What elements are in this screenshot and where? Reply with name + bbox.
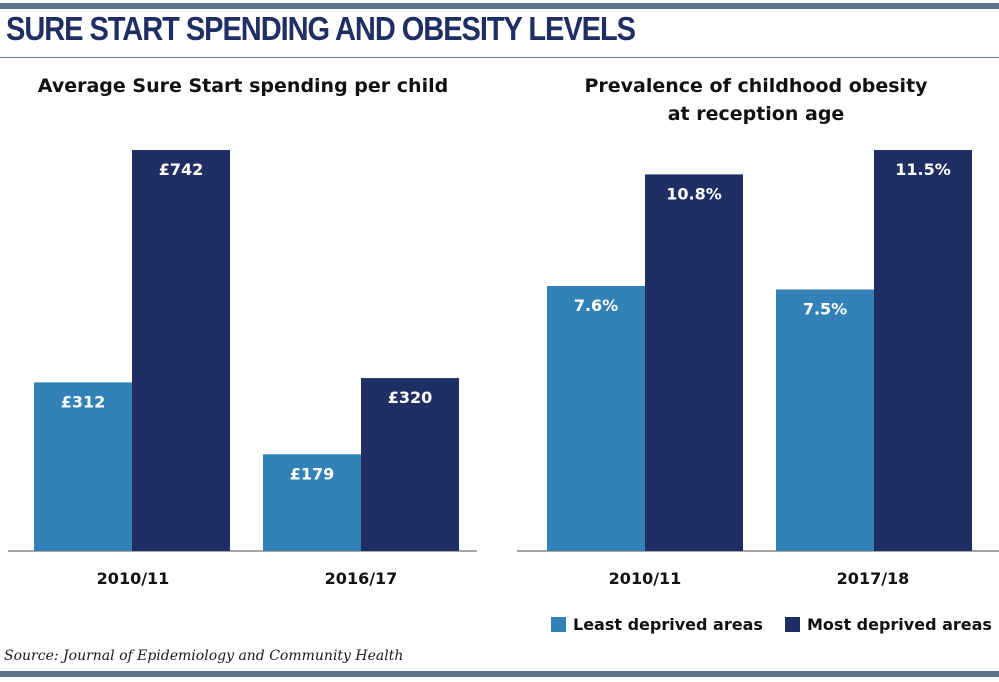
bottom-rule [0,671,999,677]
top-rule [0,3,999,9]
chart-1-bar-least-1 [34,382,132,551]
chart-1-value-label-least-2: £179 [290,464,335,483]
legend-label-least: Least deprived areas [573,615,763,634]
chart-2-category-label-2: 2017/18 [837,569,910,588]
chart-2-bar-least-2 [776,289,874,551]
legend-swatch-most [785,617,800,632]
headline-divider [0,57,999,58]
chart-1-category-label-2: 2016/17 [325,569,398,588]
legend-swatch-least [551,617,566,632]
chart-1-bar-most-1 [132,150,230,551]
chart-1-value-label-least-1: £312 [61,392,106,411]
chart-1-title-line-1: Average Sure Start spending per child [38,75,448,97]
chart-2-bar-most-2 [874,150,972,551]
chart-2-category-label-1: 2010/11 [609,569,682,588]
chart-1-value-label-most-1: £742 [159,160,204,179]
source-note: Source: Journal of Epidemiology and Comm… [4,648,404,664]
chart-2-value-label-least-1: 7.6% [574,296,618,315]
chart-2-value-label-most-1: 10.8% [666,184,722,203]
chart-2-value-label-least-2: 7.5% [803,299,847,318]
chart-1-bar-most-2 [361,378,459,551]
chart-2-title-line-1: Prevalence of childhood obesity [584,75,928,97]
chart-1-value-label-most-2: £320 [388,388,433,407]
chart-2-bar-most-1 [645,174,743,551]
chart-1-bar-least-2 [263,454,361,551]
chart-2-bar-least-1 [547,285,645,551]
headline: SURE START SPENDING AND OBESITY LEVELS [6,10,636,47]
chart-2-value-label-most-2: 11.5% [895,160,951,179]
legend-label-most: Most deprived areas [807,615,992,634]
chart-1-category-label-1: 2010/11 [97,569,170,588]
chart-2-title-line-2: at reception age [668,103,845,125]
